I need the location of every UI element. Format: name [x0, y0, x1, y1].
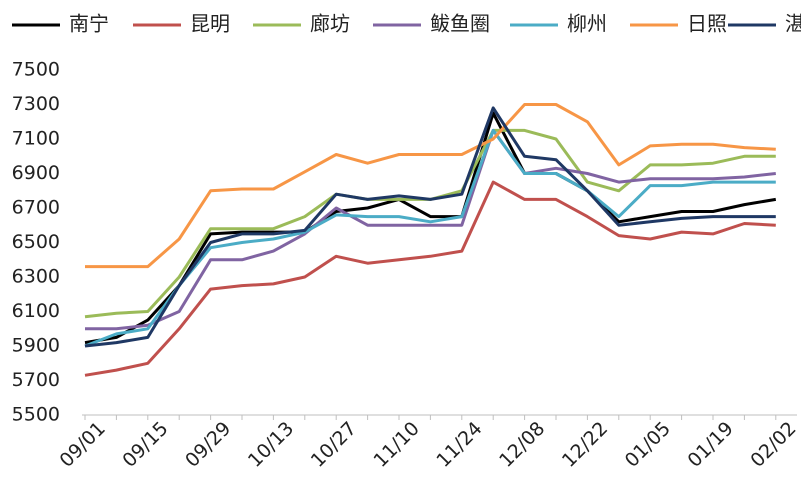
x-tick-label: 12/08 — [495, 418, 549, 472]
series-line — [84, 180, 776, 377]
series-line — [85, 103, 776, 269]
legend-label: 廊坊 — [310, 12, 350, 36]
y-tick-label: 6700 — [12, 197, 60, 219]
x-tick-label: 01/19 — [684, 418, 738, 472]
x-tick-label: 09/29 — [181, 418, 235, 472]
y-tick-label: 7100 — [12, 128, 60, 150]
legend-label: 昆明 — [190, 12, 230, 36]
y-tick-label: 5500 — [12, 404, 60, 426]
y-tick-label: 6100 — [12, 300, 60, 322]
x-tick-label: 11/10 — [370, 418, 424, 472]
x-tick-label: 02/02 — [746, 418, 800, 472]
y-tick-label: 5900 — [12, 335, 60, 357]
x-tick-label: 12/22 — [558, 418, 612, 472]
x-tick-label: 10/13 — [244, 418, 298, 472]
legend-label: 柳州 — [567, 12, 607, 36]
x-tick-label: 09/15 — [118, 418, 172, 472]
y-tick-label: 7300 — [12, 93, 60, 115]
y-tick-label: 7500 — [12, 59, 60, 81]
series-line — [84, 128, 776, 348]
y-tick-label: 5700 — [12, 369, 60, 391]
x-tick-label: 01/05 — [621, 418, 675, 472]
x-tick-label: 09/01 — [56, 418, 110, 472]
x-tick-label: 10/27 — [307, 418, 361, 472]
legend-label: 日照 — [687, 12, 727, 36]
y-tick-label: 6300 — [12, 266, 60, 288]
legend-label: 南宁 — [69, 12, 109, 36]
y-tick-label: 6900 — [12, 162, 60, 184]
series-line — [84, 111, 777, 345]
legend-label: 湛江 — [785, 12, 801, 36]
x-tick-label: 11/24 — [432, 418, 486, 472]
series-line — [84, 106, 776, 348]
y-tick-label: 6500 — [12, 231, 60, 253]
series-line — [85, 128, 776, 331]
legend-label: 鲅鱼圈 — [430, 12, 490, 36]
